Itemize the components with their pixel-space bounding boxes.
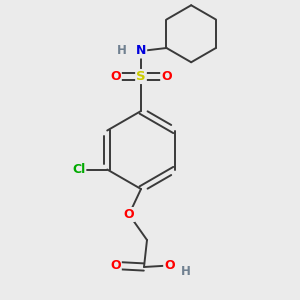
Text: O: O — [124, 208, 134, 221]
Text: O: O — [110, 259, 121, 272]
Text: Cl: Cl — [72, 163, 86, 176]
Text: H: H — [181, 265, 191, 278]
Text: S: S — [136, 70, 146, 83]
Text: O: O — [161, 70, 172, 83]
Text: O: O — [110, 70, 121, 83]
Text: O: O — [164, 259, 175, 272]
Text: H: H — [117, 44, 126, 58]
Text: N: N — [136, 44, 146, 58]
